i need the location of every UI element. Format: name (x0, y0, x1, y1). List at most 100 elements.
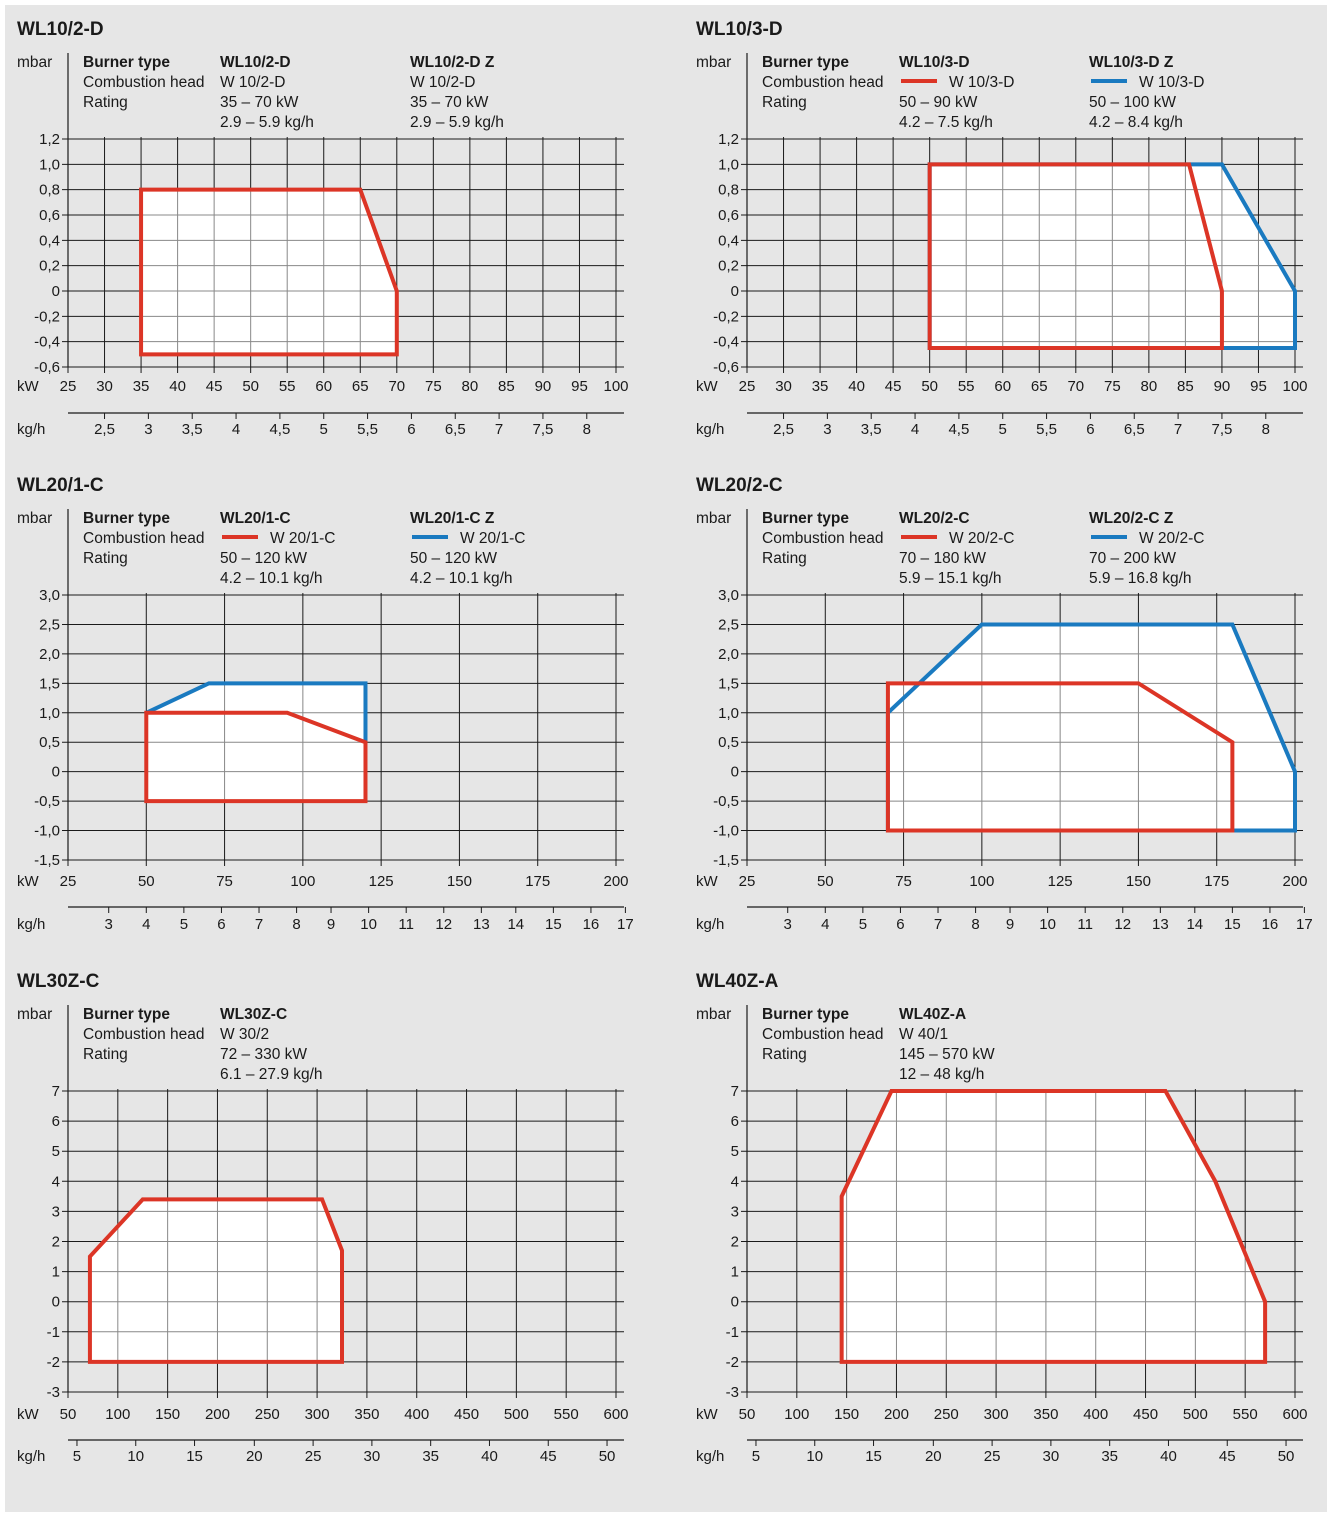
x2-tick-label: 8 (1262, 421, 1270, 438)
header-row-label: Burner type (83, 510, 170, 527)
y-tick-label: 1,0 (39, 705, 60, 722)
x-tick-label: 125 (1048, 873, 1073, 890)
x2-tick-label: 10 (360, 916, 377, 933)
x-tick-label: 80 (462, 378, 479, 395)
header-row-label: Burner type (762, 510, 849, 527)
x2-tick-label: 14 (1186, 916, 1203, 933)
x-axis-label: kW (17, 1406, 40, 1423)
inner-grid (929, 164, 1295, 348)
y-tick-label: -1,5 (713, 852, 739, 869)
header-combustion-head: W 40/1 (899, 1026, 948, 1043)
x2-axis-label: kg/h (17, 1448, 45, 1465)
x2-tick-label: 45 (1219, 1448, 1236, 1465)
series-outline-red (139, 187, 399, 357)
header-mass-flow: 6.1 – 27.9 kg/h (220, 1066, 323, 1083)
series-outline-red (927, 162, 1224, 350)
x-tick-label: 200 (884, 1406, 909, 1423)
header-rating: 72 – 330 kW (220, 1046, 307, 1063)
header-rating: 50 – 90 kW (899, 94, 978, 111)
x-tick-label: 150 (834, 1406, 859, 1423)
x-tick-label: 35 (133, 378, 150, 395)
x2-tick-label: 6 (896, 916, 904, 933)
x2-tick-label: 3,5 (182, 421, 203, 438)
operating-region-fill (89, 1199, 342, 1362)
header-mass-flow: 2.9 – 5.9 kg/h (220, 114, 314, 131)
header-burner-type: WL10/3-D Z (1089, 54, 1174, 71)
x2-tick-label: 4 (821, 916, 829, 933)
x-tick-label: 250 (255, 1406, 280, 1423)
header-row-label: Rating (83, 1046, 128, 1063)
x2-axis-label: kg/h (17, 421, 45, 438)
series-outline-red (885, 681, 1235, 833)
y-tick-label: 3 (731, 1203, 739, 1220)
x-tick-label: 25 (60, 378, 77, 395)
x-tick-label: 90 (1214, 378, 1231, 395)
x-tick-label: 60 (994, 378, 1011, 395)
series-outline-blue (145, 681, 368, 743)
y-tick-label: -0,2 (34, 308, 60, 325)
x2-tick-label: 11 (1077, 916, 1093, 933)
x2-tick-label: 3,5 (861, 421, 882, 438)
x-tick-label: 40 (848, 378, 865, 395)
chart-panel: WL10/2-D mbar Burner type Combustion head Ra… (17, 19, 629, 438)
x2-tick-label: 12 (435, 916, 452, 933)
x2-tick-label: 45 (540, 1448, 557, 1465)
chart-title: WL30Z-C (17, 971, 100, 992)
y-tick-label: 2,0 (718, 646, 739, 663)
y-tick-label: -1 (726, 1324, 739, 1341)
x-tick-label: 95 (1250, 378, 1267, 395)
y-tick-label: 6 (731, 1113, 739, 1130)
x2-tick-label: 15 (186, 1448, 203, 1465)
y-tick-label: 0,6 (718, 207, 739, 224)
y-tick-label: 0,4 (718, 232, 739, 249)
x-tick-label: 65 (1031, 378, 1048, 395)
x-tick-label: 75 (895, 873, 912, 890)
header-row-label: Combustion head (83, 1026, 205, 1043)
x2-tick-label: 25 (984, 1448, 1001, 1465)
x2-tick-label: 20 (246, 1448, 263, 1465)
x-tick-label: 75 (425, 378, 442, 395)
x2-tick-label: 35 (1101, 1448, 1118, 1465)
y-tick-label: 2,0 (39, 646, 60, 663)
x2-tick-label: 7 (255, 916, 263, 933)
header-mass-flow: 4.2 – 10.1 kg/h (410, 570, 513, 587)
y-tick-label: 4 (731, 1173, 739, 1190)
x2-tick-label: 10 (1039, 916, 1056, 933)
x-tick-label: 500 (504, 1406, 529, 1423)
x-tick-label: 600 (1282, 1406, 1307, 1423)
x-tick-label: 70 (388, 378, 405, 395)
header-mass-flow: 4.2 – 7.5 kg/h (899, 114, 993, 131)
x2-tick-label: 16 (1262, 916, 1279, 933)
header-mass-flow: 4.2 – 10.1 kg/h (220, 570, 323, 587)
header-row-label: Combustion head (83, 530, 205, 547)
header-mass-flow: 2.9 – 5.9 kg/h (410, 114, 504, 131)
y-tick-label: 1 (52, 1264, 60, 1281)
x-tick-label: 30 (775, 378, 792, 395)
x-tick-label: 550 (554, 1406, 579, 1423)
inner-grid (141, 189, 397, 355)
header-rating: 50 – 120 kW (410, 550, 497, 567)
header-row-label: Burner type (762, 54, 849, 71)
x-tick-label: 30 (96, 378, 113, 395)
x2-tick-label: 9 (327, 916, 335, 933)
y-tick-label: -0,5 (713, 793, 739, 810)
y-axis-label: mbar (696, 1006, 731, 1023)
x2-tick-label: 8 (971, 916, 979, 933)
y-tick-label: 1 (731, 1264, 739, 1281)
x-tick-label: 100 (969, 873, 994, 890)
y-tick-label: 0,2 (718, 258, 739, 275)
header-row-label: Combustion head (762, 1026, 884, 1043)
x2-tick-label: 5,5 (1036, 421, 1057, 438)
x-tick-label: 200 (1282, 873, 1307, 890)
x2-tick-label: 2,5 (94, 421, 115, 438)
x2-tick-label: 40 (1160, 1448, 1177, 1465)
x-tick-label: 50 (242, 378, 259, 395)
header-combustion-head: W 10/2-D (220, 74, 285, 91)
x-tick-label: 450 (1133, 1406, 1158, 1423)
x2-tick-label: 17 (1296, 916, 1313, 933)
y-tick-label: -1 (47, 1324, 60, 1341)
x-tick-label: 200 (205, 1406, 230, 1423)
header-burner-type: WL20/1-C Z (410, 510, 495, 527)
chart-title: WL10/2-D (17, 19, 104, 40)
x-tick-label: 55 (279, 378, 296, 395)
